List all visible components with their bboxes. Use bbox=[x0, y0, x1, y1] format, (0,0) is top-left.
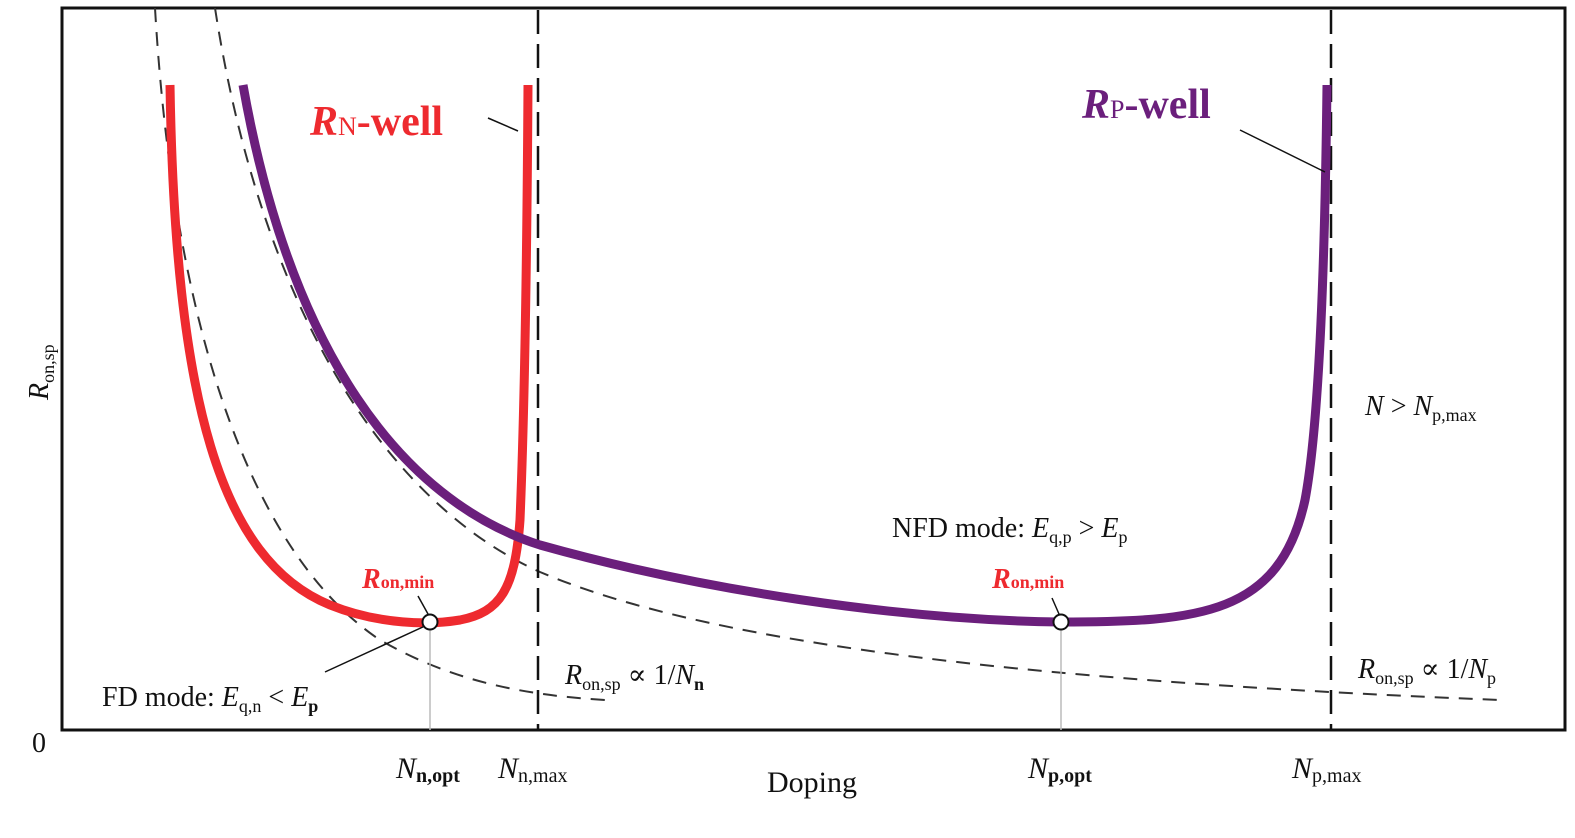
region-label: N > Np,max bbox=[1364, 391, 1477, 425]
x-axis-label: Doping bbox=[767, 766, 857, 799]
tick-n-max: Nn,max bbox=[497, 752, 567, 787]
tick-n-opt: Nn,opt bbox=[395, 752, 460, 787]
p-ron-min-leader bbox=[1051, 597, 1060, 615]
fd-mode-leader bbox=[324, 625, 426, 673]
tick-p-opt: Np,opt bbox=[1027, 752, 1092, 787]
n-limit-label: Ron,sp ∝ 1/Nn bbox=[564, 660, 704, 694]
n-well-leader bbox=[487, 117, 519, 132]
p-ron-min-label: Ron,min bbox=[991, 564, 1064, 595]
origin-label: 0 bbox=[32, 728, 46, 759]
p-optimum-marker bbox=[1052, 613, 1070, 631]
n-ron-min-label: Ron,min bbox=[361, 564, 434, 595]
tick-p-max: Np,max bbox=[1291, 752, 1361, 787]
p-well-curve bbox=[238, 84, 1332, 627]
p-well-label: RP-well bbox=[1081, 82, 1211, 128]
n-well-label: RN-well bbox=[309, 99, 443, 145]
n-ideal-dashed-curve bbox=[154, 7, 606, 701]
n-optimum-marker bbox=[421, 613, 439, 631]
p-well-leader bbox=[1239, 129, 1326, 173]
p-ideal-dashed-curve bbox=[214, 7, 1501, 701]
y-axis-label: Ron,sp bbox=[24, 344, 58, 401]
n-well-curve bbox=[165, 84, 533, 628]
plot-frame bbox=[60, 6, 1567, 732]
nfd-mode-label: NFD mode: Eq,p > Ep bbox=[892, 513, 1128, 547]
p-limit-label: Ron,sp ∝ 1/Np bbox=[1357, 654, 1496, 688]
fd-mode-label: FD mode: Eq,n < Ep bbox=[102, 682, 318, 716]
n-ron-min-leader bbox=[417, 595, 429, 615]
